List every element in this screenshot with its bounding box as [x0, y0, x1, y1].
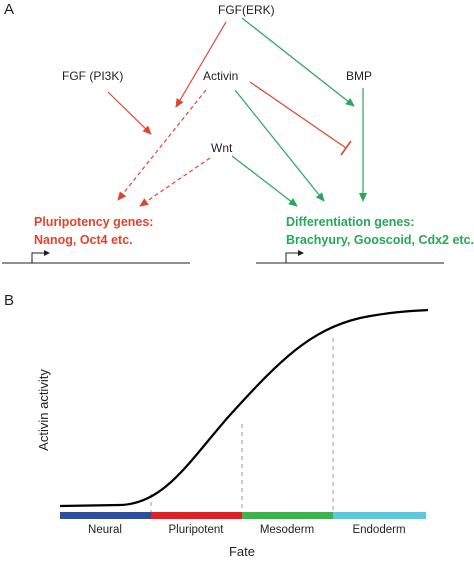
fgf-erk-label: FGF(ERK)	[218, 3, 275, 17]
activin-to-differentiation-arrow	[234, 89, 325, 202]
fate-label-neural: Neural	[88, 524, 122, 536]
fate-label-mesoderm: Mesoderm	[260, 524, 314, 536]
panel-a-label: A	[4, 1, 14, 18]
bmp-label: BMP	[346, 69, 372, 83]
differentiation-promoter	[256, 250, 444, 264]
panel-a: A FGF(ERK) FGF (PI3K) Activin BMP Wnt Pl…	[2, 1, 474, 264]
fgf-erk-to-bmp-arrow	[241, 17, 355, 107]
y-axis-label: Activin activity	[36, 369, 51, 451]
activin-to-pluripotency-arrow	[117, 89, 207, 201]
x-axis-label: Fate	[229, 544, 255, 559]
pluripotency-genes-list: Nanog, Oct4 etc.	[34, 233, 133, 247]
fate-bar-endoderm	[333, 512, 426, 519]
pluripotency-promoter	[2, 250, 190, 264]
activin-sigmoid-curve	[59, 308, 429, 508]
fate-label-pluripotent: Pluripotent	[169, 524, 225, 536]
wnt-to-differentiation-arrow	[231, 155, 298, 207]
fate-label-endoderm: Endoderm	[352, 524, 405, 536]
differentiation-genes-list: Brachyury, Gooscoid, Cdx2 etc.	[286, 233, 474, 247]
fate-bar-mesoderm	[242, 512, 333, 519]
fgf-pi3k-label: FGF (PI3K)	[62, 69, 123, 83]
differentiation-genes-title: Differentiation genes:	[286, 215, 415, 229]
pluripotency-genes-title: Pluripotency genes:	[34, 215, 153, 229]
fgf-erk-to-pluripotency-arrow	[175, 21, 227, 108]
panel-b: B Activin activity Neural Pluripotent Me…	[4, 292, 429, 559]
fate-bar-pluripotent	[151, 512, 242, 519]
activin-label: Activin	[203, 69, 238, 83]
fgf-pi3k-to-pluripotency-arrow	[107, 91, 152, 135]
activin-inhibits-bmp-line	[249, 81, 347, 149]
panel-b-label: B	[4, 292, 14, 309]
wnt-to-pluripotency-arrow	[139, 157, 211, 207]
inhibition-bar	[340, 140, 352, 156]
fate-bar-neural	[60, 512, 151, 519]
wnt-label: Wnt	[211, 141, 233, 155]
